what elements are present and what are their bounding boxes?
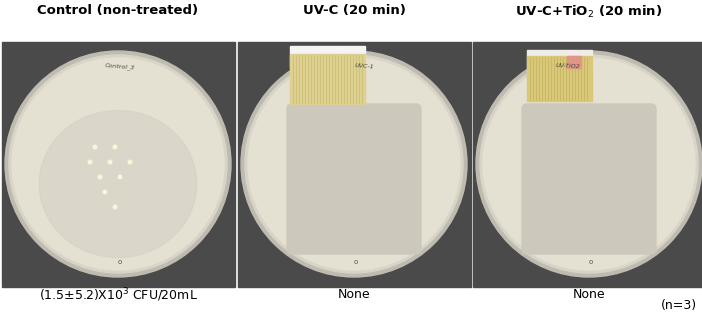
Ellipse shape (93, 146, 96, 148)
Ellipse shape (476, 51, 702, 277)
Bar (473, 42, 702, 287)
Ellipse shape (113, 145, 117, 149)
Text: o: o (354, 259, 358, 265)
Ellipse shape (118, 175, 122, 179)
Bar (567, 56, 581, 68)
Ellipse shape (114, 146, 117, 148)
Ellipse shape (245, 55, 463, 273)
Ellipse shape (98, 175, 102, 179)
Bar (290, 54, 365, 104)
Text: Control (non-treated): Control (non-treated) (37, 4, 199, 17)
Ellipse shape (9, 55, 227, 273)
Bar (290, 46, 365, 68)
Bar (2, 42, 235, 287)
Ellipse shape (119, 176, 121, 178)
Text: o: o (589, 259, 593, 265)
FancyBboxPatch shape (522, 104, 656, 254)
Ellipse shape (98, 176, 102, 178)
Text: UV-TiO2: UV-TiO2 (556, 63, 581, 69)
Ellipse shape (480, 55, 698, 273)
Ellipse shape (5, 51, 231, 277)
Ellipse shape (88, 160, 92, 164)
Text: (1.5±5.2)X10$^3$ CFU/20mL: (1.5±5.2)X10$^3$ CFU/20mL (39, 286, 197, 304)
Ellipse shape (109, 160, 112, 164)
Text: UV-C+TiO$_2$ (20 min): UV-C+TiO$_2$ (20 min) (515, 4, 663, 20)
Text: None: None (338, 288, 371, 301)
Ellipse shape (248, 58, 460, 270)
Ellipse shape (241, 51, 467, 277)
Ellipse shape (128, 160, 132, 164)
Ellipse shape (12, 58, 224, 270)
Ellipse shape (93, 145, 97, 149)
Text: UV-C (20 min): UV-C (20 min) (303, 4, 406, 17)
Text: Control_3: Control_3 (105, 62, 135, 71)
Ellipse shape (108, 160, 112, 164)
Ellipse shape (103, 190, 107, 194)
Ellipse shape (483, 58, 695, 270)
FancyBboxPatch shape (287, 104, 421, 254)
Ellipse shape (113, 205, 117, 209)
Bar (238, 42, 471, 287)
Ellipse shape (39, 111, 197, 257)
Ellipse shape (103, 191, 107, 193)
Text: o: o (118, 259, 122, 265)
Text: (n=3): (n=3) (661, 299, 697, 312)
Text: None: None (573, 288, 605, 301)
Ellipse shape (114, 205, 117, 209)
Ellipse shape (88, 160, 91, 164)
Bar (527, 50, 592, 72)
Ellipse shape (128, 160, 131, 164)
Text: UVC-1: UVC-1 (355, 63, 375, 70)
Bar (527, 56, 592, 101)
